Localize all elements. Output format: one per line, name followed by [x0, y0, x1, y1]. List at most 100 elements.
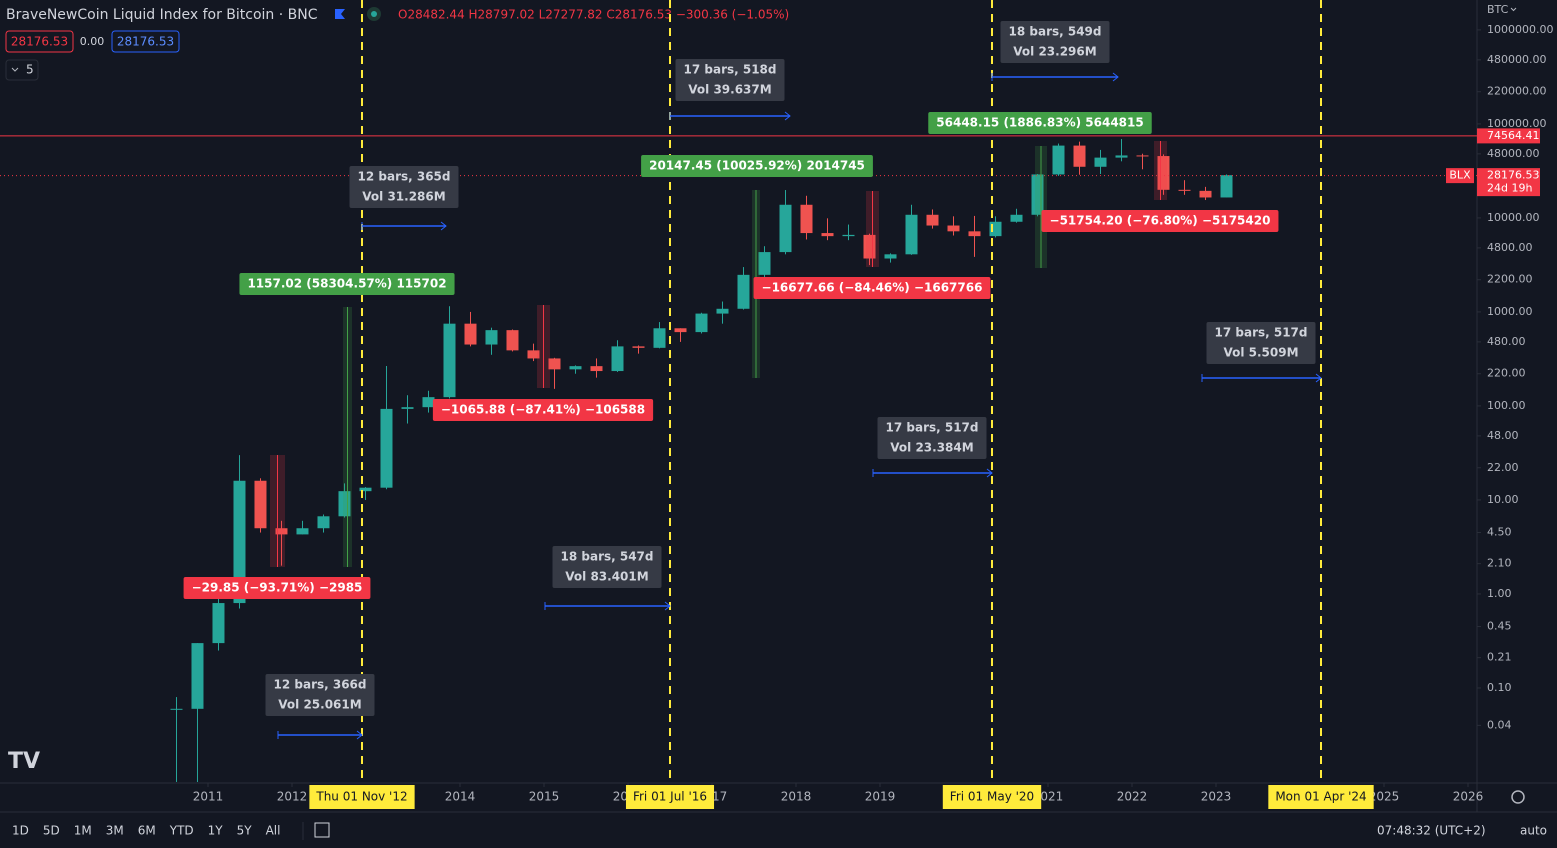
- y-tick-label: 2200.00: [1487, 273, 1533, 286]
- date-range-box: [1000, 21, 1110, 63]
- candle-body: [947, 225, 960, 232]
- price-range-text: 1157.02 (58304.57%) 115702: [247, 277, 446, 291]
- range-button[interactable]: 1D: [12, 824, 29, 838]
- marker-label-box: [1268, 785, 1374, 809]
- candle-body: [1052, 145, 1065, 175]
- sell-badge[interactable]: [5, 30, 74, 53]
- countdown: 24d 19h: [1487, 182, 1532, 195]
- marker-label: Thu 01 Nov '12: [315, 790, 407, 804]
- date-range-arrow: [440, 221, 447, 231]
- candle-body: [527, 350, 540, 359]
- date-range-arrow: [664, 601, 671, 611]
- candle-body: [422, 397, 435, 408]
- marker-label: Fri 01 May '20: [950, 790, 1034, 804]
- range-button[interactable]: 3M: [106, 824, 124, 838]
- date-range-box: [265, 674, 375, 716]
- date-range-arrow: [356, 730, 363, 740]
- date-range-arrow: [986, 468, 993, 478]
- range-button[interactable]: 5Y: [237, 824, 253, 838]
- date-range-text: Vol 5.509M: [1223, 346, 1298, 360]
- candle-body: [380, 408, 393, 488]
- candle-body: [884, 254, 897, 259]
- clock: 07:48:32 (UTC+2): [1377, 824, 1486, 838]
- range-button[interactable]: 1Y: [208, 824, 224, 838]
- candle-body: [611, 346, 624, 372]
- date-range-icon[interactable]: [314, 822, 330, 838]
- date-range-text: Vol 83.401M: [565, 570, 648, 584]
- buy-badge[interactable]: [111, 30, 180, 53]
- flag-icon: [335, 9, 345, 19]
- marker-label: Mon 01 Apr '24: [1275, 790, 1366, 804]
- candle-body: [632, 346, 645, 348]
- candle-body: [905, 214, 918, 255]
- date-range-arrow: [1112, 72, 1119, 82]
- y-tick-label: 220000.00: [1487, 85, 1547, 98]
- indicator-count: 5: [26, 63, 34, 77]
- y-tick-label: 100.00: [1487, 399, 1526, 412]
- y-tick-label: 10000.00: [1487, 211, 1540, 224]
- scale-mode[interactable]: auto: [1520, 824, 1547, 838]
- buy-price: 28176.53: [117, 35, 174, 49]
- date-range-box: [1206, 322, 1316, 364]
- y-tick-label: 100000.00: [1487, 117, 1547, 130]
- y-tick-label: 48000.00: [1487, 147, 1540, 160]
- date-range-text: 17 bars, 517d: [1215, 326, 1308, 340]
- price-range-box: [432, 399, 654, 421]
- x-tick-label: 2014: [445, 790, 476, 804]
- y-tick-label: 0.21: [1487, 651, 1512, 664]
- candle-body: [842, 234, 855, 237]
- axis-unit[interactable]: BTC: [1487, 3, 1509, 16]
- range-button[interactable]: 6M: [138, 824, 156, 838]
- candle-body: [317, 516, 330, 529]
- status-dot: [371, 11, 377, 17]
- x-tick-label: 2023: [1201, 790, 1232, 804]
- candle-body: [548, 358, 561, 370]
- range-button[interactable]: All: [266, 824, 281, 838]
- marker-label-box: [942, 785, 1042, 809]
- candle-body: [758, 252, 771, 275]
- candle-body: [968, 231, 981, 237]
- date-range-text: 17 bars, 518d: [684, 63, 777, 77]
- candle-body: [170, 708, 183, 710]
- price-tag: [1477, 128, 1540, 144]
- y-tick-label: 1000000.00: [1487, 23, 1553, 36]
- range-button[interactable]: 1M: [74, 824, 92, 838]
- candle-body: [821, 233, 834, 237]
- chevron: [1510, 7, 1517, 12]
- candle-body: [401, 407, 414, 409]
- candle-body: [1094, 157, 1107, 167]
- date-range-text: Vol 39.637M: [688, 83, 771, 97]
- logo: TV: [8, 749, 40, 774]
- y-tick-label: 2.10: [1487, 557, 1512, 570]
- y-tick-label: 0.04: [1487, 718, 1512, 731]
- date-range-text: 12 bars, 365d: [358, 170, 451, 184]
- range-button[interactable]: 5D: [43, 824, 60, 838]
- price-tag: [1477, 168, 1540, 197]
- price-range-box: [1041, 210, 1279, 232]
- indicator-toggle[interactable]: [5, 59, 39, 81]
- y-tick-label: 48.00: [1487, 429, 1519, 442]
- price-range-box: [183, 577, 371, 599]
- candle-body: [191, 643, 204, 709]
- price-range-box: [928, 112, 1152, 134]
- price-tag-label: 28176.53: [1487, 169, 1540, 182]
- candle-body: [1220, 175, 1233, 198]
- candle-body: [695, 313, 708, 333]
- x-tick-label: 2011: [193, 790, 224, 804]
- date-range-text: 18 bars, 547d: [561, 550, 654, 564]
- candle-body: [506, 330, 519, 351]
- symbol-tag-label: BLX: [1449, 169, 1471, 182]
- candle-body: [590, 366, 603, 372]
- price-range-box: [239, 273, 455, 295]
- marker-label-box: [625, 785, 715, 809]
- settings-icon[interactable]: [1511, 790, 1525, 804]
- candle-body: [254, 480, 267, 529]
- y-tick-label: 220.00: [1487, 367, 1526, 380]
- date-range-text: Vol 23.296M: [1013, 45, 1096, 59]
- candle-body: [296, 528, 309, 535]
- range-button[interactable]: YTD: [169, 824, 194, 838]
- x-tick-label: 2012: [277, 790, 308, 804]
- candle-body: [737, 274, 750, 309]
- x-tick-label: 2019: [865, 790, 896, 804]
